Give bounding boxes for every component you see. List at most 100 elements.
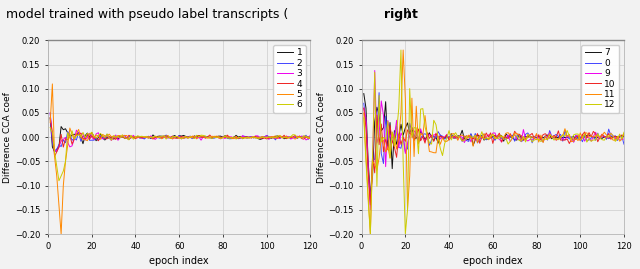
Text: ): ) bbox=[406, 8, 412, 21]
Line: 2: 2 bbox=[50, 113, 310, 152]
11 bbox=[509, 136, 516, 140]
0 bbox=[360, 102, 367, 105]
6 bbox=[103, 132, 111, 136]
1 bbox=[51, 150, 58, 153]
9 bbox=[360, 107, 367, 110]
11 bbox=[367, 232, 374, 236]
1 bbox=[46, 116, 54, 119]
10 bbox=[614, 137, 621, 140]
5 bbox=[230, 137, 237, 140]
0 bbox=[509, 133, 516, 137]
3 bbox=[46, 111, 54, 115]
1 bbox=[103, 136, 111, 139]
12 bbox=[435, 136, 442, 139]
3 bbox=[228, 135, 236, 139]
7 bbox=[417, 129, 424, 133]
3 bbox=[307, 133, 314, 136]
9 bbox=[570, 141, 577, 144]
Y-axis label: Difference CCA coef: Difference CCA coef bbox=[3, 92, 12, 183]
11 bbox=[360, 111, 367, 115]
7 bbox=[568, 136, 575, 139]
0 bbox=[620, 143, 628, 146]
12 bbox=[360, 116, 367, 119]
Line: 11: 11 bbox=[364, 50, 624, 234]
7 bbox=[360, 92, 367, 95]
6 bbox=[254, 137, 262, 140]
6 bbox=[228, 136, 236, 139]
0 bbox=[375, 91, 383, 94]
6 bbox=[307, 135, 314, 139]
X-axis label: epoch index: epoch index bbox=[463, 256, 523, 266]
5 bbox=[256, 136, 264, 139]
10 bbox=[417, 139, 424, 142]
11 bbox=[419, 134, 427, 137]
2 bbox=[103, 133, 111, 136]
5 bbox=[195, 135, 203, 138]
1 bbox=[228, 137, 236, 140]
3 bbox=[254, 134, 262, 137]
11 bbox=[616, 140, 623, 143]
4 bbox=[307, 136, 314, 139]
10 bbox=[367, 203, 374, 207]
9 bbox=[419, 135, 427, 138]
9 bbox=[371, 69, 379, 72]
10 bbox=[620, 134, 628, 137]
3 bbox=[53, 150, 61, 153]
11 bbox=[620, 132, 628, 135]
Y-axis label: Difference CCA coef: Difference CCA coef bbox=[317, 92, 326, 183]
2 bbox=[254, 135, 262, 138]
2 bbox=[193, 136, 200, 139]
11 bbox=[399, 48, 407, 52]
Line: 0: 0 bbox=[364, 93, 624, 200]
2 bbox=[307, 136, 314, 139]
1 bbox=[118, 135, 126, 139]
5 bbox=[307, 137, 314, 140]
Line: 6: 6 bbox=[50, 128, 310, 181]
5 bbox=[106, 133, 113, 136]
9 bbox=[435, 135, 442, 138]
4 bbox=[228, 136, 236, 139]
0 bbox=[419, 133, 427, 136]
12 bbox=[367, 232, 374, 236]
1 bbox=[300, 135, 308, 138]
9 bbox=[509, 136, 516, 140]
7 bbox=[506, 134, 514, 138]
11 bbox=[543, 138, 551, 141]
Line: 5: 5 bbox=[50, 84, 310, 234]
12 bbox=[616, 132, 623, 136]
Line: 3: 3 bbox=[50, 113, 310, 152]
2 bbox=[300, 135, 308, 139]
9 bbox=[367, 208, 374, 211]
Line: 7: 7 bbox=[364, 94, 624, 195]
4 bbox=[118, 135, 126, 138]
Legend: 1, 2, 3, 4, 5, 6: 1, 2, 3, 4, 5, 6 bbox=[273, 45, 306, 113]
12 bbox=[543, 138, 551, 141]
6 bbox=[55, 179, 63, 182]
7 bbox=[620, 135, 628, 139]
7 bbox=[541, 135, 549, 138]
12 bbox=[620, 130, 628, 134]
9 bbox=[616, 138, 623, 141]
5 bbox=[121, 134, 129, 137]
9 bbox=[543, 136, 551, 139]
11 bbox=[570, 139, 577, 143]
0 bbox=[367, 199, 374, 202]
1 bbox=[307, 136, 314, 139]
X-axis label: epoch index: epoch index bbox=[149, 256, 209, 266]
0 bbox=[570, 140, 577, 144]
3 bbox=[300, 135, 308, 138]
5 bbox=[46, 121, 54, 124]
Line: 10: 10 bbox=[364, 108, 624, 205]
6 bbox=[193, 134, 200, 137]
10 bbox=[360, 107, 367, 110]
Legend: 7, 0, 9, 10, 11, 12: 7, 0, 9, 10, 11, 12 bbox=[581, 45, 620, 113]
1 bbox=[193, 136, 200, 139]
7 bbox=[432, 135, 440, 138]
7 bbox=[367, 194, 374, 197]
6 bbox=[46, 126, 54, 129]
4 bbox=[254, 136, 262, 139]
12 bbox=[509, 136, 516, 139]
Line: 12: 12 bbox=[364, 50, 624, 234]
Line: 9: 9 bbox=[364, 70, 624, 210]
5 bbox=[49, 82, 56, 86]
